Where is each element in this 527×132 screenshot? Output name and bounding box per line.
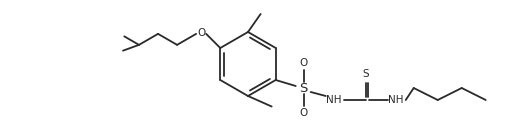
Text: O: O	[197, 28, 206, 38]
Text: NH: NH	[326, 95, 341, 105]
Text: S: S	[363, 69, 369, 79]
Text: O: O	[299, 108, 308, 118]
Text: O: O	[299, 58, 308, 68]
Text: NH: NH	[388, 95, 404, 105]
Text: S: S	[299, 81, 308, 95]
